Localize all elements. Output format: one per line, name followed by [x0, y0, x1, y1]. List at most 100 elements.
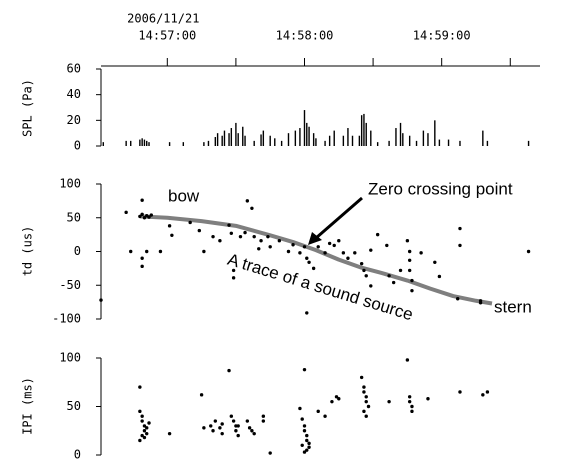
point [455, 297, 460, 301]
bar [146, 140, 148, 146]
bar [434, 120, 436, 146]
point [364, 274, 368, 278]
point [142, 429, 147, 433]
point [199, 393, 204, 397]
bar [447, 139, 450, 146]
point [323, 414, 327, 418]
point [209, 424, 213, 428]
point [227, 223, 231, 227]
bar [388, 140, 390, 146]
point [334, 395, 339, 399]
point [250, 206, 254, 210]
point [124, 210, 128, 215]
bar [342, 135, 345, 146]
point [302, 424, 307, 428]
point [188, 220, 192, 225]
point [243, 230, 247, 235]
point [218, 239, 222, 243]
point [316, 245, 320, 249]
point [302, 245, 307, 249]
point [231, 419, 236, 423]
point [234, 429, 238, 433]
point [245, 199, 250, 203]
point [140, 198, 144, 202]
point [410, 404, 414, 409]
point [236, 424, 240, 428]
point [268, 245, 272, 249]
bar [415, 140, 418, 146]
point [407, 268, 412, 273]
point [229, 231, 234, 235]
point [407, 258, 412, 262]
point [220, 431, 224, 436]
bar [203, 142, 205, 146]
bar [228, 133, 230, 146]
point [405, 239, 410, 243]
point [145, 426, 149, 430]
point [227, 368, 231, 373]
bar [207, 140, 210, 146]
point [305, 256, 309, 260]
point [311, 266, 316, 271]
point [145, 249, 149, 254]
point [286, 249, 291, 254]
trace-line [139, 214, 493, 306]
point [337, 397, 341, 401]
arrow-head [308, 232, 322, 245]
point [147, 421, 151, 425]
bar [262, 130, 265, 146]
point [252, 234, 256, 239]
x-tick-label: 14:59:00 [413, 29, 471, 43]
point [138, 438, 142, 443]
y-axis-label: td (us) [21, 226, 35, 277]
bar [482, 130, 484, 146]
point [302, 450, 307, 454]
point [307, 445, 311, 449]
point [138, 385, 142, 389]
point [231, 268, 236, 273]
bar [235, 122, 237, 146]
y-tick-label: 0 [74, 448, 81, 462]
point [211, 234, 215, 239]
point [419, 251, 423, 255]
point [220, 422, 224, 426]
point [213, 419, 218, 423]
annotation: stern [494, 297, 532, 316]
bar [360, 115, 363, 146]
point [369, 248, 373, 252]
point [407, 249, 412, 254]
point [300, 443, 304, 447]
point [167, 224, 172, 228]
point [302, 429, 307, 433]
bar [333, 130, 335, 146]
point [170, 233, 174, 237]
point [481, 393, 485, 397]
point [140, 433, 144, 438]
bar [376, 142, 379, 146]
point [364, 414, 368, 418]
point [307, 441, 311, 446]
annotation: A trace of a sound source [225, 250, 415, 325]
bar [438, 139, 441, 146]
point [140, 212, 144, 217]
bar [260, 134, 262, 146]
point [337, 239, 341, 243]
point [266, 234, 270, 239]
point [257, 247, 261, 251]
point [268, 451, 272, 455]
point [140, 256, 144, 260]
point [259, 239, 263, 243]
y-tick-label: 100 [59, 351, 81, 365]
bar [223, 130, 226, 146]
bar [351, 135, 354, 146]
bar [230, 128, 233, 146]
point [323, 251, 327, 255]
point [458, 243, 462, 248]
bar [527, 140, 530, 146]
point [526, 249, 531, 254]
point [129, 249, 133, 254]
arrow [315, 196, 363, 240]
point [245, 419, 250, 423]
bar [363, 113, 365, 146]
